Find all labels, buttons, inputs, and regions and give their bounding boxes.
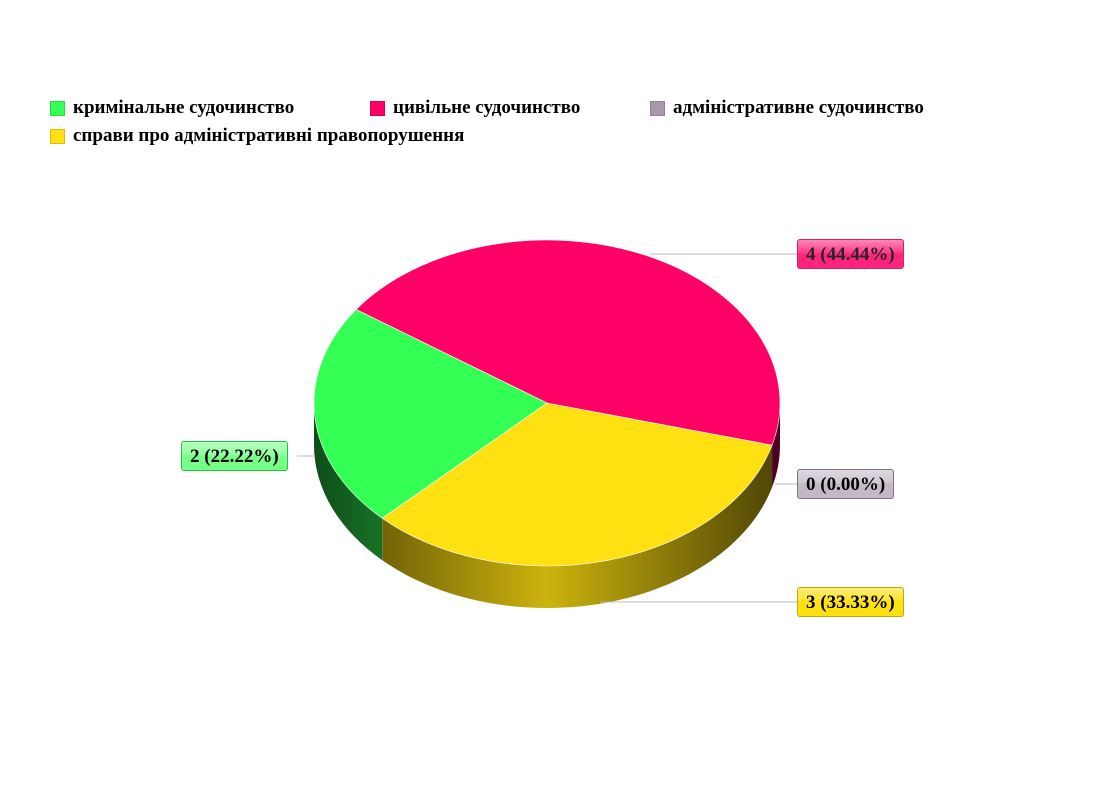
legend-swatch [370, 100, 385, 116]
data-label-2: 0 (0.00%) [797, 469, 895, 499]
pie-side-3 [382, 445, 773, 608]
legend-item-civil: цивільне судочинство [370, 97, 580, 119]
legend-item-administrative: адміністративне судочинство [650, 97, 924, 119]
data-label-0: 2 (22.22%) [181, 441, 288, 471]
legend-label: цивільне судочинство [393, 97, 581, 118]
pie-side-0 [314, 403, 383, 561]
pie-slice-0[interactable] [313, 309, 548, 519]
legend-swatch [50, 128, 65, 144]
legend-label: кримінальне судочинство [73, 97, 295, 118]
legend-swatch [650, 100, 665, 116]
pie-slice-3[interactable] [381, 402, 773, 567]
legend-label: справи про адміністративні правопорушенн… [73, 125, 465, 146]
legend-item-criminal: кримінальне судочинство [50, 97, 294, 119]
data-label-3: 3 (33.33%) [797, 587, 904, 617]
data-label-1: 4 (44.44%) [797, 239, 904, 269]
pie-slice-1[interactable] [355, 239, 781, 446]
legend-item-offenses: справи про адміністративні правопорушенн… [50, 125, 464, 147]
legend-swatch [50, 100, 65, 116]
legend-label: адміністративне судочинство [673, 97, 924, 118]
pie-side-1 [772, 403, 780, 488]
